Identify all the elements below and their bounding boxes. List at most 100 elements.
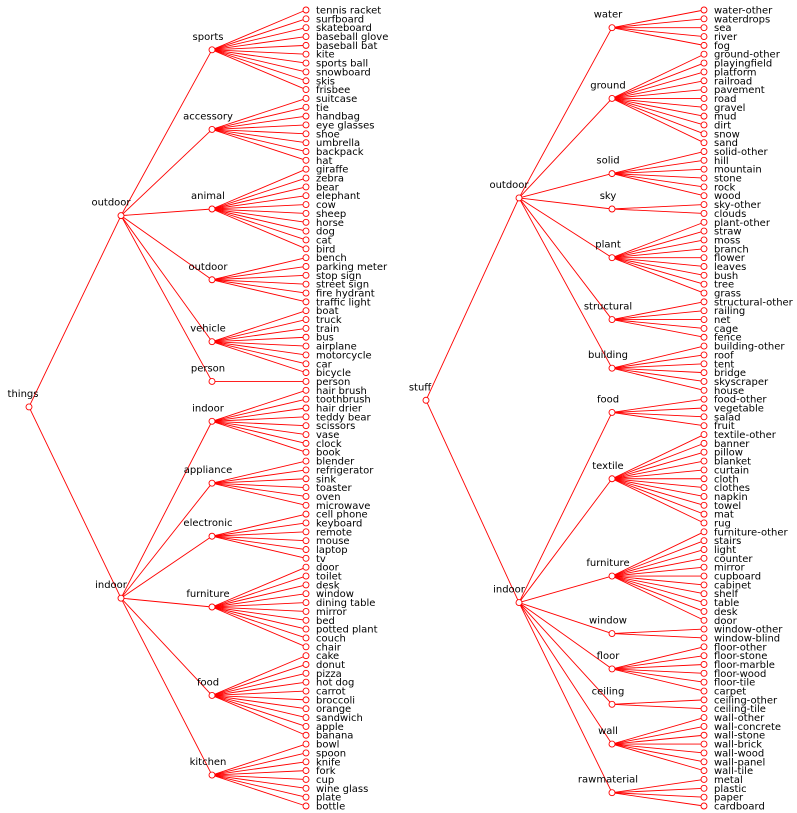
leaf-label-cell-phone: cell phone xyxy=(316,510,368,521)
leaf-label-giraffe: giraffe xyxy=(316,165,348,176)
edge-to-leaf xyxy=(211,774,307,780)
edge-to-category xyxy=(518,197,613,210)
leaf-label-house: house xyxy=(714,386,744,397)
leaf-node xyxy=(700,6,708,14)
leaf-label-door: door xyxy=(714,616,738,627)
leaf-node xyxy=(700,271,708,279)
leaf-node xyxy=(700,139,708,147)
leaf-label-oven: oven xyxy=(316,492,341,503)
edge-to-category xyxy=(518,602,613,745)
edge-to-leaf xyxy=(211,389,307,422)
category-label-solid: solid xyxy=(596,156,619,167)
leaf-node xyxy=(302,687,310,695)
leaf-label-stairs: stairs xyxy=(714,536,741,547)
edge-to-category xyxy=(120,597,213,696)
edge-to-leaf xyxy=(611,173,705,179)
category-label-kitchen: kitchen xyxy=(190,757,227,768)
leaf-node xyxy=(302,245,310,253)
leaf-node xyxy=(302,59,310,67)
edge-to-leaf xyxy=(611,53,705,99)
leaf-label-mountain: mountain xyxy=(714,165,762,176)
edge-to-leaf xyxy=(211,606,307,621)
category-node-furniture xyxy=(208,603,216,611)
leaf-node xyxy=(302,94,310,102)
category-node-ceiling xyxy=(608,700,616,708)
group-label-outdoor: outdoor xyxy=(489,180,529,191)
leaf-node xyxy=(700,749,708,757)
edge-to-leaf xyxy=(211,9,307,51)
edge-to-leaf xyxy=(611,230,705,259)
leaf-label-desk: desk xyxy=(714,607,738,618)
leaf-label-branch: branch xyxy=(714,244,749,255)
leaf-label-surfboard: surfboard xyxy=(316,14,364,25)
leaf-node xyxy=(700,563,708,571)
edge-to-leaf xyxy=(211,681,307,696)
edge-to-leaf xyxy=(211,522,307,537)
category-node-indoor xyxy=(208,417,216,425)
edge-to-leaf xyxy=(211,106,307,130)
leaf-node xyxy=(700,431,708,438)
leaf-label-mirror: mirror xyxy=(316,607,347,618)
edge-to-leaf xyxy=(611,27,705,37)
edge-to-category xyxy=(120,215,213,382)
edge-to-leaf xyxy=(211,566,307,608)
leaf-node xyxy=(700,15,708,23)
leaf-label-leaves: leaves xyxy=(714,262,746,273)
edge-to-leaf xyxy=(611,725,705,745)
edge-to-leaf xyxy=(211,115,307,130)
leaf-label-shelf: shelf xyxy=(714,589,738,600)
leaf-label-umbrella: umbrella xyxy=(316,138,360,149)
leaf-node xyxy=(700,227,708,235)
leaf-node xyxy=(700,183,708,191)
leaf-label-building-other: building-other xyxy=(714,342,785,353)
leaf-node xyxy=(302,121,310,129)
leaf-node xyxy=(302,581,310,589)
leaf-node xyxy=(700,351,708,359)
leaf-label-sand: sand xyxy=(714,138,738,149)
category-node-ground xyxy=(608,94,616,102)
edge-to-leaf xyxy=(611,575,705,595)
leaf-label-sky-other: sky-other xyxy=(714,200,762,211)
edge-to-category xyxy=(518,197,613,320)
edge-to-leaf xyxy=(611,699,705,705)
leaf-node xyxy=(302,422,310,430)
leaf-label-bicycle: bicycle xyxy=(316,368,351,379)
leaf-node xyxy=(302,758,310,766)
leaf-node xyxy=(302,634,310,642)
leaf-node xyxy=(302,439,310,447)
leaf-label-light: light xyxy=(714,545,736,556)
leaf-node xyxy=(302,740,310,748)
leaf-label-tent: tent xyxy=(714,359,734,370)
leaf-node xyxy=(700,422,708,430)
edge-to-leaf xyxy=(611,478,705,489)
edge-to-category xyxy=(518,197,613,259)
leaf-label-boat: boat xyxy=(316,306,339,317)
edge-to-leaf xyxy=(611,173,705,197)
category-node-electronic xyxy=(208,532,216,540)
leaf-label-ceiling-other: ceiling-other xyxy=(714,695,778,706)
leaf-label-spoon: spoon xyxy=(316,748,346,759)
category-node-textile xyxy=(608,475,616,483)
edge-to-leaf xyxy=(611,257,705,294)
leaf-label-floor-other: floor-other xyxy=(714,642,767,653)
leaf-node xyxy=(302,722,310,730)
leaf-label-gravel: gravel xyxy=(714,103,745,114)
leaf-label-water-other: water-other xyxy=(714,6,773,17)
leaf-label-sea: sea xyxy=(714,23,732,34)
leaf-node xyxy=(302,41,310,49)
edge-to-leaf xyxy=(611,703,705,710)
category-node-kitchen xyxy=(208,771,216,779)
edge-to-leaf xyxy=(611,664,705,670)
leaf-node xyxy=(302,77,310,85)
leaf-node xyxy=(302,678,310,686)
leaf-label-skis: skis xyxy=(316,76,335,87)
edge-to-leaf xyxy=(211,168,307,210)
leaf-node xyxy=(700,24,708,32)
leaf-label-parking-meter: parking meter xyxy=(316,262,388,273)
leaf-node xyxy=(302,86,310,94)
leaf-node xyxy=(302,236,310,244)
leaf-label-donut: donut xyxy=(316,660,345,671)
leaf-node xyxy=(302,705,310,713)
edge-to-leaf xyxy=(211,774,307,807)
edge-to-category xyxy=(518,98,613,199)
